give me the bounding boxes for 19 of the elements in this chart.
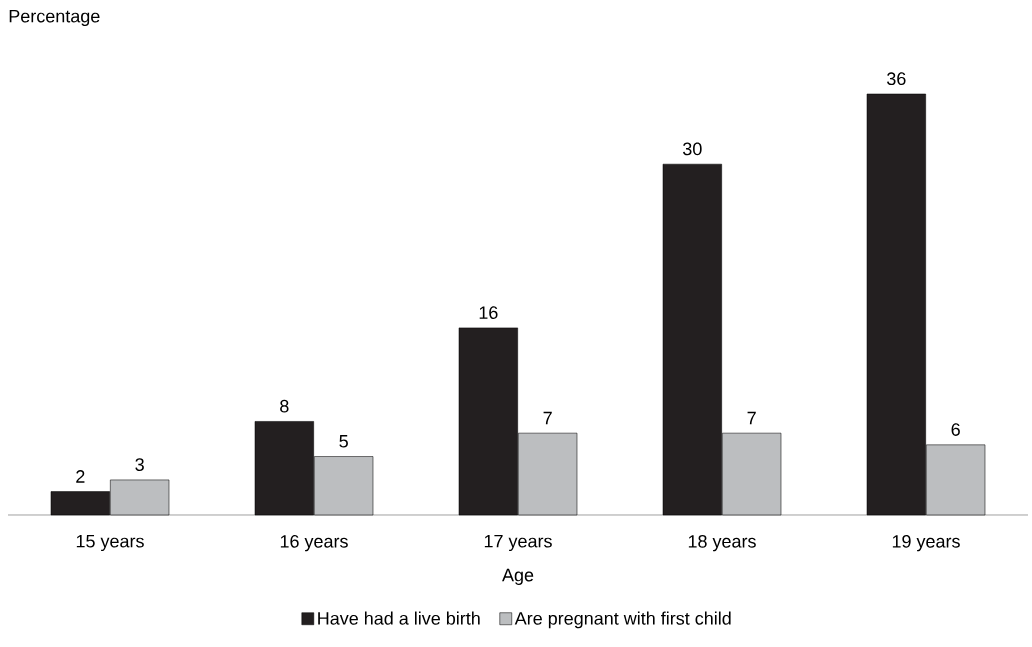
data-label: 36 [887,72,906,86]
data-label: 6 [951,423,960,436]
data-label: 30 [683,142,702,156]
data-label: 3 [135,458,144,471]
data-label: 7 [747,411,756,425]
data-label: 2 [76,470,85,483]
y-axis-title: Percentage [9,9,100,27]
x-axis-title: Age [502,568,534,585]
x-tick-label: 15 years [76,534,144,552]
data-label: 7 [543,411,552,425]
data-label: 5 [339,435,348,448]
data-label: 8 [280,399,289,413]
x-tick-label: 17 years [484,534,552,552]
data-label: 16 [479,306,498,319]
x-tick-label: 18 years [688,534,756,552]
x-tick-label: 19 years [892,534,960,552]
x-tick-label: 16 years [280,534,348,552]
legend-label: Have had a live birth [318,611,480,625]
legend-label: Are pregnant with first child [514,611,731,629]
